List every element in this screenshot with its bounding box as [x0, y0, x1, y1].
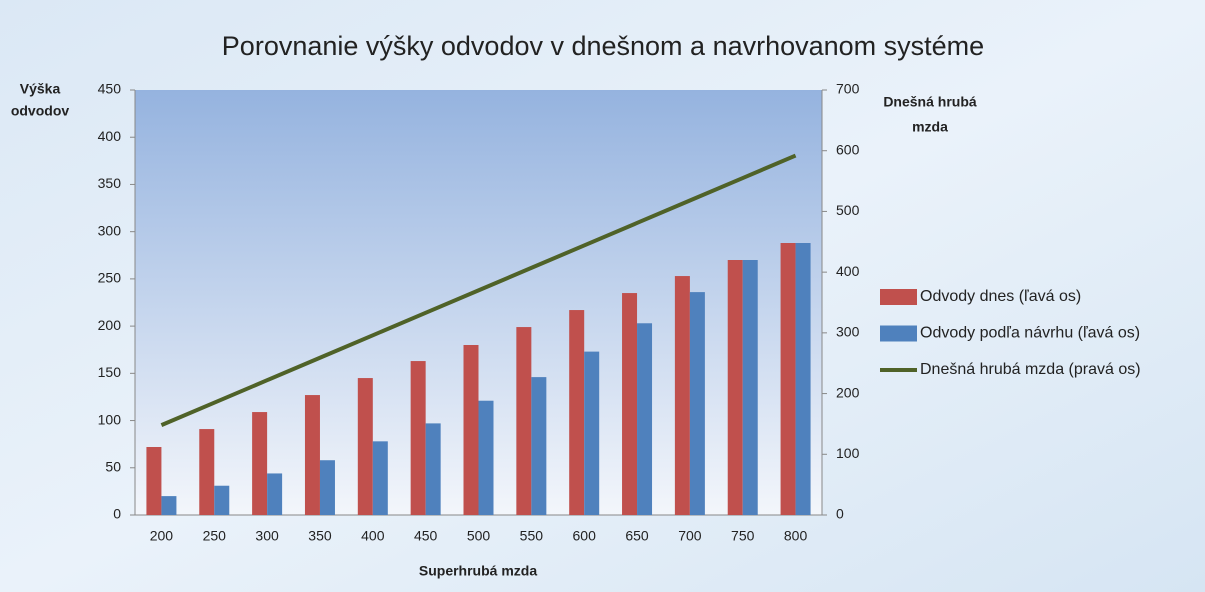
bar	[463, 345, 479, 515]
line	[160, 153, 797, 427]
bar	[161, 496, 177, 515]
bar	[199, 429, 215, 515]
y-axis-label: odvodov	[11, 103, 70, 119]
bar	[304, 395, 320, 515]
bar	[637, 323, 653, 515]
x-tick-label: 350	[308, 528, 332, 544]
x-tick-label: 400	[361, 528, 385, 544]
bar	[742, 260, 758, 515]
bar	[214, 485, 230, 515]
y-tick-label: 250	[98, 270, 122, 286]
x-tick-label: 450	[414, 528, 438, 544]
y-tick-label: 0	[113, 506, 121, 522]
y-tick-label: 450	[98, 81, 122, 97]
y-tick-label: 350	[98, 175, 122, 191]
bar	[584, 351, 600, 515]
y2-tick-label: 300	[836, 324, 860, 340]
x-axis-label: Superhrubá mzda	[419, 563, 537, 579]
legend-label: Odvody dnes (ľavá os)	[920, 288, 1081, 305]
bar	[727, 260, 743, 515]
bar	[531, 377, 547, 515]
y2-tick-label: 400	[836, 263, 860, 279]
y2-axis-label: mzda	[912, 119, 948, 135]
bar	[146, 447, 162, 515]
bar	[780, 243, 796, 515]
y2-axis-label: Dnešná hrubá	[883, 94, 977, 110]
y2-tick-label: 200	[836, 384, 860, 400]
x-tick-label: 700	[678, 528, 702, 544]
bar	[569, 310, 585, 515]
x-tick-label: 800	[784, 528, 808, 544]
y-tick-label: 300	[98, 222, 122, 238]
bar	[516, 327, 532, 515]
legend-label: Dnešná hrubá mzda (pravá os)	[920, 361, 1141, 378]
x-tick-label: 550	[520, 528, 544, 544]
legend-swatch	[880, 325, 917, 342]
x-tick-label: 300	[255, 528, 279, 544]
bar	[357, 378, 373, 515]
x-tick-label: 750	[731, 528, 755, 544]
bar	[319, 460, 335, 515]
legend-swatch	[880, 289, 917, 305]
bar	[478, 400, 494, 515]
y2-tick-label: 500	[836, 202, 860, 218]
bar	[425, 423, 441, 515]
bar	[795, 243, 811, 515]
y-tick-label: 50	[105, 458, 121, 474]
x-tick-label: 600	[573, 528, 597, 544]
bar	[622, 293, 638, 515]
y2-tick-label: 0	[836, 506, 844, 522]
y-axis-label: Výška	[20, 81, 61, 97]
y-tick-label: 400	[98, 128, 122, 144]
y2-tick-label: 700	[836, 81, 860, 97]
x-tick-label: 250	[203, 528, 227, 544]
y2-tick-label: 100	[836, 445, 860, 461]
bar	[267, 473, 283, 515]
bar	[372, 441, 388, 515]
bar	[689, 292, 705, 515]
x-tick-label: 200	[150, 528, 174, 544]
y-tick-label: 200	[98, 317, 122, 333]
bar	[252, 412, 268, 515]
chart-title: Porovnanie výšky odvodov v dnešnom a nav…	[222, 31, 984, 61]
bar	[674, 276, 690, 515]
y-tick-label: 150	[98, 364, 122, 380]
y2-tick-label: 600	[836, 141, 860, 157]
y-tick-label: 100	[98, 411, 122, 427]
x-tick-label: 500	[467, 528, 491, 544]
bar	[410, 361, 426, 515]
x-tick-label: 650	[625, 528, 649, 544]
legend-label: Odvody podľa návrhu (ľavá os)	[920, 325, 1140, 342]
